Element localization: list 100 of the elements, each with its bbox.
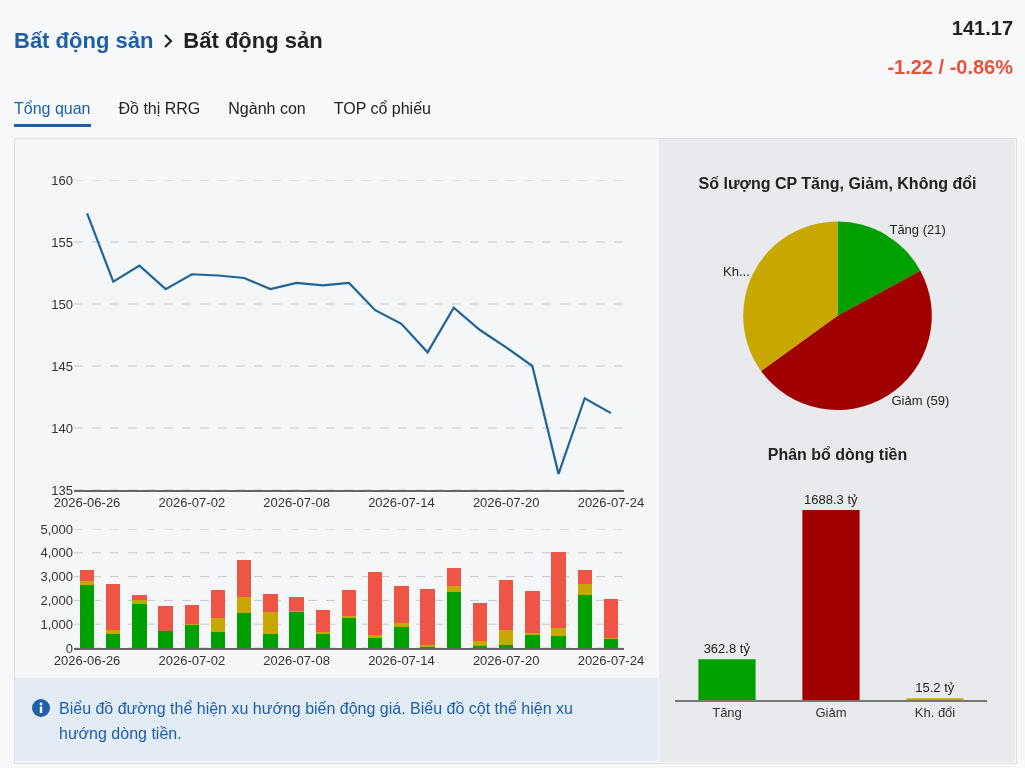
bar [341,589,357,616]
x-tick-label: 2026-07-20 [472,653,540,669]
text: Bất động sản [183,28,323,54]
bar [367,635,383,639]
y-tick-label: 4,000 [40,545,73,561]
bar [158,631,173,648]
slice-label: Tăng (21) [889,221,946,237]
bar [394,623,409,627]
text: -1.22 / -0.86% [887,56,1013,79]
y-tick-label: 140 [51,420,73,436]
slice-label: Kh... [723,263,750,279]
x-tick-label: 2026-07-14 [368,653,435,669]
text: TOP cổ phiếu [333,100,431,119]
pie-slice [837,221,921,316]
bar [472,602,488,642]
line-series [86,212,612,475]
bar [394,586,409,624]
slice-label: Giảm (59) [891,393,950,409]
bar [263,593,278,613]
bar [106,630,121,634]
x-tick-label: 2026-07-20 [472,495,540,511]
y-tick-label: 1,000 [40,616,73,632]
bar [525,591,540,633]
x-tick-label: 2026-07-24 [577,653,645,669]
bar [472,641,488,646]
bar [289,596,304,611]
data-label: 362.8 tỷ [703,641,751,657]
bar [158,605,173,631]
bar [577,594,592,648]
bar [551,627,566,636]
bar [551,551,566,628]
x-tick-label: Tăng [712,705,742,721]
bar [237,613,252,648]
bar [132,603,147,648]
x-tick-label: 2026-07-08 [263,653,330,669]
x-tick-label: 2026-07-14 [368,495,435,511]
text: Bất động sản [14,28,154,54]
y-tick-label: 155 [51,234,73,250]
bar [525,634,540,648]
x-tick-label: Kh. đổi [914,705,956,721]
bar [184,625,200,648]
text: Biểu đồ đường thể hiện xu hướng biến động giá. Biểu đồ cột thể hiện xu hướng dòng tiền. [59,699,574,744]
y-tick-label: 2,000 [40,592,73,608]
bar [498,645,514,648]
y-tick-label: 5,000 [40,521,73,537]
bar [132,594,147,601]
x-tick-label: 2026-07-02 [158,495,226,511]
data-label: 1688.3 tỷ [804,492,858,507]
bar [263,612,278,634]
y-tick-label: 3,000 [40,569,73,585]
x-tick-label: Giảm [815,705,847,721]
bar [132,600,147,604]
bar [315,610,331,633]
y-tick-label: 135 [51,482,73,498]
bar [367,638,383,648]
y-tick-label: 145 [51,358,73,374]
bar [446,585,461,593]
bar [79,584,95,648]
bar [79,580,95,585]
y-tick-label: 160 [51,172,73,188]
bar [603,598,619,638]
bar [237,559,252,598]
bar [315,633,331,648]
bar [263,633,278,648]
text: Ngành con [228,100,306,119]
y-tick-label: 150 [51,296,73,312]
text: 141.17 [951,17,1013,40]
bar [446,568,461,586]
bar [394,626,409,648]
bar [603,639,619,648]
bar [577,583,592,595]
bar [184,604,200,625]
x-tick-label: 2026-07-08 [263,495,330,511]
text: Tổng quan [14,100,91,127]
bar [420,588,435,646]
bar [498,630,514,646]
text: Đồ thị RRG [118,100,201,119]
x-tick-label: 2026-06-26 [53,495,121,511]
bar [79,569,95,581]
data-label: 15.2 tỷ [915,680,955,696]
bar [106,584,121,631]
x-tick-label: 2026-07-02 [158,653,226,669]
chart-title: Số lượng CP Tăng, Giảm, Không đổi [698,174,977,192]
bar [210,617,226,633]
bar [446,592,461,648]
bar [289,612,304,648]
x-tick-label: 2026-06-26 [53,653,121,669]
bar [498,580,514,631]
bar [341,615,357,619]
chart-title: Phân bổ dòng tiền [767,446,908,464]
bar [106,633,121,648]
bar [551,635,566,648]
bar [210,589,226,618]
x-tick-label: 2026-07-24 [577,495,645,511]
bar [577,569,592,584]
bar [341,618,357,648]
bar [237,597,252,614]
y-tick-label: 0 [65,640,73,656]
bar [210,632,226,648]
bar [367,571,383,636]
